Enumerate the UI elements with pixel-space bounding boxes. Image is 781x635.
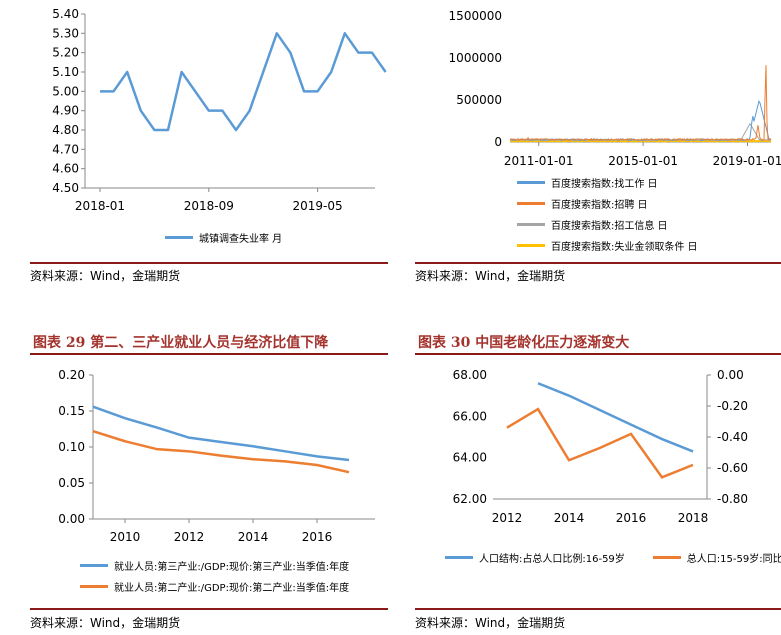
x-tick-label: 2019-05 bbox=[293, 199, 343, 213]
legend-label: 就业人员:第二产业:/GDP:现价:第二产业:当季值:年度 bbox=[114, 583, 350, 594]
series-line-secondary bbox=[92, 429, 350, 474]
divider bbox=[415, 353, 781, 355]
chart-title-30: 图表 30 中国老龄化压力逐渐变大 bbox=[418, 335, 630, 351]
y-tick-label: 5.10 bbox=[52, 65, 79, 79]
y-tick-label: 0.00 bbox=[58, 512, 85, 526]
series-line-tertiary bbox=[92, 405, 350, 462]
chart-employment-gdp: 0.00 0.05 0.10 0.15 0.20 2010 2012 2014 2016 bbox=[58, 368, 375, 544]
legend-aging: 人口结构:占总人口比例:16-59岁 总人口:15-59岁:同比 bbox=[445, 547, 781, 568]
divider bbox=[30, 262, 388, 264]
y-tick-label: 5.40 bbox=[52, 7, 79, 21]
legend-employment-gdp: 就业人员:第三产业:/GDP:现价:第三产业:当季值:年度 就业人员:第二产业:… bbox=[80, 555, 349, 597]
y-tick-label: 4.90 bbox=[52, 104, 79, 118]
source-text: 资料来源：Wind，金瑞期货 bbox=[30, 616, 181, 630]
y-tick-label: 5.20 bbox=[52, 46, 79, 60]
chart-aging: 62.00 64.00 66.00 68.00 -0.80 -0.60 -0.40 -0.20… bbox=[453, 368, 748, 525]
series-line-share-16-59 bbox=[537, 382, 694, 453]
y-tick-label: 0.15 bbox=[58, 404, 85, 418]
source-text: 资料来源：Wind，金瑞期货 bbox=[30, 269, 181, 283]
x-tick-label: 2018 bbox=[678, 511, 709, 525]
legend-baidu-search: 百度搜索指数:找工作 日 百度搜索指数:招聘 日 百度搜索指数:招工信息 日 百… bbox=[517, 172, 698, 256]
legend-item: 就业人员:第二产业:/GDP:现价:第二产业:当季值:年度 bbox=[80, 576, 349, 597]
divider bbox=[30, 608, 388, 610]
y-tick-label: 4.70 bbox=[52, 142, 79, 156]
x-tick-label: 2015-01-01 bbox=[608, 154, 678, 168]
legend-unemployment: 城镇调查失业率 月 bbox=[165, 227, 282, 248]
x-tick-label: 2010 bbox=[110, 530, 141, 544]
y2-tick-label: -0.40 bbox=[717, 430, 748, 444]
x-tick-label: 2016 bbox=[616, 511, 647, 525]
y2-tick-label: -0.20 bbox=[717, 399, 748, 413]
y-tick-label: 4.50 bbox=[52, 181, 79, 195]
chart-unemployment: 4.50 4.60 4.70 4.80 4.90 5.00 5.10 5.20 5.30 5.40… bbox=[52, 7, 387, 213]
y-tick-label: 0 bbox=[494, 135, 502, 149]
y-tick-label: 4.60 bbox=[52, 162, 79, 176]
y2-tick-label: -0.60 bbox=[717, 461, 748, 475]
x-tick-label: 2011-01-01 bbox=[504, 154, 574, 168]
series-line-find-job bbox=[509, 99, 772, 142]
x-tick-label: 2012 bbox=[174, 530, 205, 544]
y2-tick-label: 0.00 bbox=[717, 368, 744, 382]
y-tick-label: 0.20 bbox=[58, 368, 85, 382]
x-tick-label: 2018-09 bbox=[184, 199, 234, 213]
legend-label: 百度搜索指数:找工作 日 bbox=[551, 179, 658, 190]
x-tick-label: 2019-01-01 bbox=[713, 154, 781, 168]
legend-item: 城镇调查失业率 月 bbox=[165, 227, 282, 248]
y-tick-label: 5.00 bbox=[52, 84, 79, 98]
divider bbox=[415, 608, 781, 610]
legend-label: 人口结构:占总人口比例:16-59岁 bbox=[479, 554, 625, 565]
legend-label: 城镇调查失业率 月 bbox=[199, 234, 283, 245]
divider bbox=[30, 353, 388, 355]
y-tick-label: 1000000 bbox=[449, 51, 502, 65]
y-tick-label: 4.80 bbox=[52, 123, 79, 137]
legend-label: 就业人员:第三产业:/GDP:现价:第三产业:当季值:年度 bbox=[114, 562, 350, 573]
legend-label: 百度搜索指数:招工信息 日 bbox=[551, 221, 668, 232]
series-line-job-info bbox=[509, 123, 772, 142]
y-tick-label: 5.30 bbox=[52, 26, 79, 40]
chart-title-29: 图表 29 第二、三产业就业人员与经济比值下降 bbox=[33, 335, 329, 351]
legend-label: 百度搜索指数:失业金领取条件 日 bbox=[551, 242, 698, 253]
legend-label: 总人口:15-59岁:同比 bbox=[686, 554, 781, 565]
x-tick-label: 2014 bbox=[238, 530, 269, 544]
x-tick-label: 2014 bbox=[554, 511, 585, 525]
y-tick-label: 500000 bbox=[456, 93, 502, 107]
legend-item: 就业人员:第三产业:/GDP:现价:第三产业:当季值:年度 bbox=[80, 555, 349, 576]
series-line-unemployment bbox=[100, 32, 387, 132]
series-line-yoy-15-59 bbox=[506, 407, 694, 479]
y2-tick-label: -0.80 bbox=[717, 492, 748, 506]
y-tick-label: 62.00 bbox=[453, 492, 487, 506]
y-tick-label: 66.00 bbox=[453, 409, 487, 423]
legend-item: 百度搜索指数:招聘 日 bbox=[517, 193, 698, 214]
divider bbox=[415, 262, 781, 264]
y-tick-label: 0.10 bbox=[58, 440, 85, 454]
legend-item: 百度搜索指数:失业金领取条件 日 bbox=[517, 235, 698, 256]
x-tick-label: 2018-01 bbox=[75, 199, 125, 213]
legend-item: 人口结构:占总人口比例:16-59岁 总人口:15-59岁:同比 bbox=[445, 547, 781, 568]
y-tick-label: 64.00 bbox=[453, 451, 487, 465]
x-tick-label: 2012 bbox=[492, 511, 523, 525]
y-tick-label: 0.05 bbox=[58, 476, 85, 490]
y-tick-label: 1500000 bbox=[449, 9, 502, 23]
chart-baidu-search: 0 500000 1000000 1500000 2011-01-01 2015-01-0… bbox=[449, 9, 781, 168]
source-text: 资料来源：Wind，金瑞期货 bbox=[415, 269, 566, 283]
legend-item: 百度搜索指数:找工作 日 bbox=[517, 172, 698, 193]
legend-item: 百度搜索指数:招工信息 日 bbox=[517, 214, 698, 235]
series-line-recruit bbox=[509, 65, 772, 142]
legend-label: 百度搜索指数:招聘 日 bbox=[551, 200, 648, 211]
source-text: 资料来源：Wind，金瑞期货 bbox=[415, 616, 566, 630]
x-tick-label: 2016 bbox=[302, 530, 333, 544]
y-tick-label: 68.00 bbox=[453, 368, 487, 382]
